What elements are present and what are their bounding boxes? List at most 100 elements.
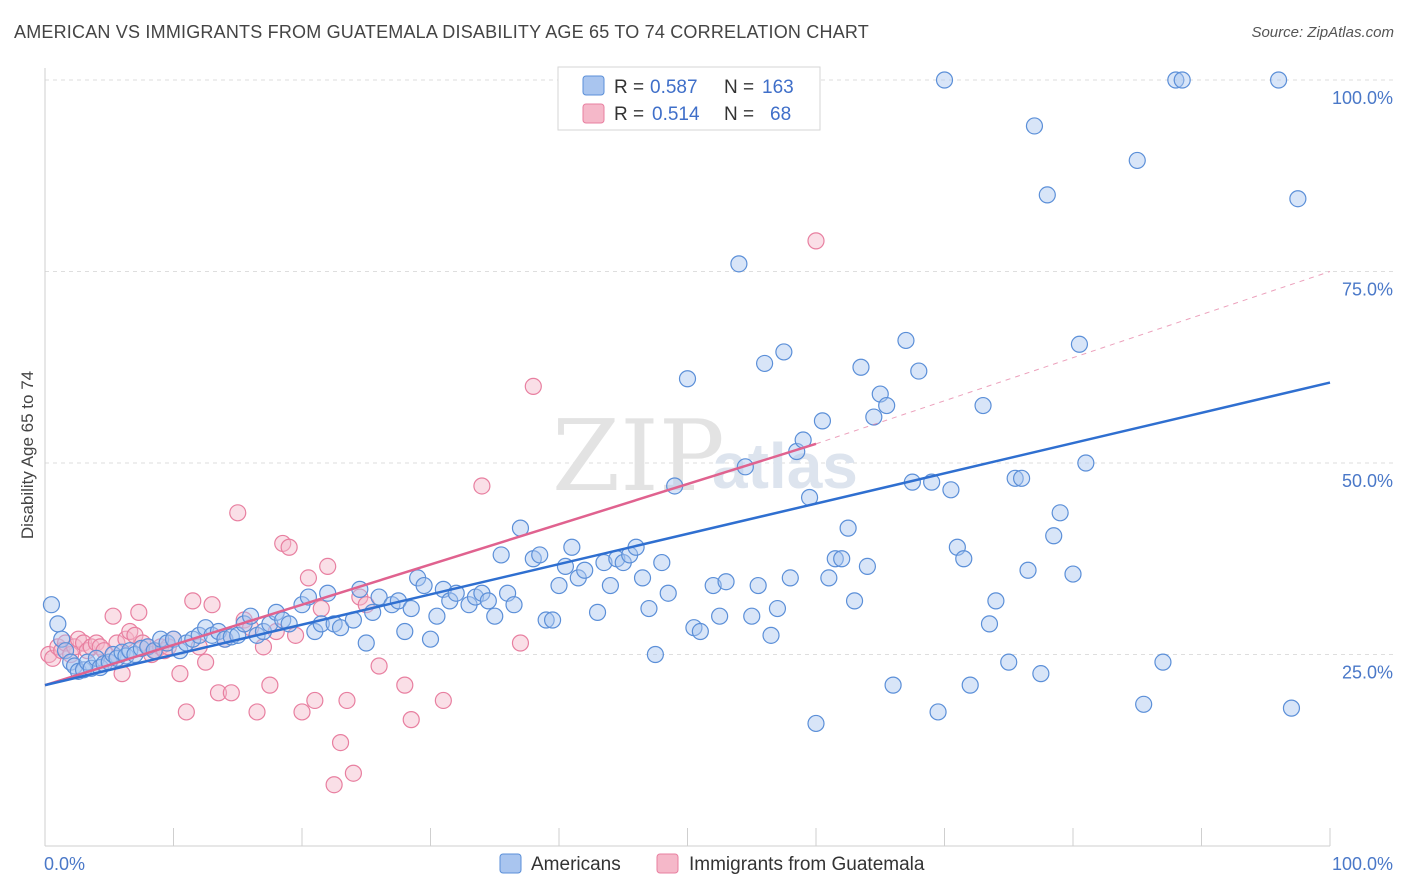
americans-point-159 xyxy=(1269,71,1288,89)
americans-point-61 xyxy=(415,576,433,595)
immigrants-point-32 xyxy=(184,592,202,610)
americans-point-63 xyxy=(428,607,446,625)
trend-lines xyxy=(44,271,1331,687)
stats-n-value-1: 163 xyxy=(762,77,794,98)
americans-point-139 xyxy=(974,396,992,415)
americans-point-127 xyxy=(878,396,896,415)
americans-point-103 xyxy=(717,573,735,591)
grid xyxy=(45,79,1394,655)
americans-point-110 xyxy=(768,599,787,618)
americans-point-20 xyxy=(132,639,150,657)
americans-point-128 xyxy=(884,676,902,694)
americans-point-145 xyxy=(1019,561,1037,579)
axes xyxy=(44,68,1331,847)
americans-point-92 xyxy=(633,569,652,587)
y-tick-label-0: 25.0% xyxy=(1342,663,1393,683)
watermark-atlas: atlas xyxy=(712,430,858,502)
americans-point-147 xyxy=(1032,665,1050,683)
americans-point-94 xyxy=(646,645,664,664)
americans-point-148 xyxy=(1038,186,1056,204)
americans-point-53 xyxy=(357,634,375,652)
immigrants-point-57 xyxy=(344,764,362,782)
americans-point-107 xyxy=(749,576,767,595)
americans-point-116 xyxy=(807,714,825,733)
stats-n-value-2: 68 xyxy=(770,104,791,125)
americans-point-146 xyxy=(1025,117,1044,135)
stats-r-label-1: R = xyxy=(614,77,644,98)
immigrants-point-35 xyxy=(203,596,221,614)
americans-point-58 xyxy=(396,622,414,641)
immigrants-trend-extension xyxy=(815,271,1331,445)
immigrants-point-54 xyxy=(325,776,343,794)
immigrants-point-38 xyxy=(222,684,240,702)
americans-point-80 xyxy=(550,576,568,595)
immigrants-point-67 xyxy=(807,232,825,250)
americans-point-50 xyxy=(331,619,350,637)
immigrants-point-52 xyxy=(312,599,330,618)
americans-point-119 xyxy=(826,550,844,568)
americans-point-72 xyxy=(492,546,510,564)
immigrants-point-51 xyxy=(306,691,324,710)
immigrants-point-21 xyxy=(130,603,148,621)
x-tick-label-0: 0.0% xyxy=(44,854,85,874)
immigrants-point-34 xyxy=(197,653,215,671)
americans-point-129 xyxy=(897,331,915,350)
americans-point-143 xyxy=(1006,469,1024,487)
americans-point-82 xyxy=(563,538,581,556)
americans-point-62 xyxy=(421,630,440,648)
source-label: Source: ZipAtlas.com xyxy=(1251,24,1394,41)
immigrants-point-56 xyxy=(338,691,356,710)
americans-point-79 xyxy=(543,611,562,629)
americans-point-1 xyxy=(49,615,67,633)
americans-point-85 xyxy=(588,603,607,621)
immigrants-point-17 xyxy=(113,665,131,683)
immigrants-point-50 xyxy=(299,569,318,587)
stats-n-label-2: N = xyxy=(724,104,754,125)
legend-label-immigrants: Immigrants from Guatemala xyxy=(689,854,925,875)
americans-point-160 xyxy=(1282,699,1301,717)
americans-point-108 xyxy=(755,354,774,373)
immigrants-point-31 xyxy=(177,703,195,721)
americans-point-0 xyxy=(42,596,61,614)
americans-point-151 xyxy=(1064,565,1082,583)
immigrants-point-62 xyxy=(402,711,420,729)
americans-point-70 xyxy=(479,592,497,610)
americans-point-121 xyxy=(839,519,857,537)
americans-point-152 xyxy=(1070,335,1089,353)
immigrants-trend-line xyxy=(44,442,817,687)
americans-point-78 xyxy=(537,611,555,629)
americans-point-142 xyxy=(1000,653,1018,671)
legend-label-americans: Americans xyxy=(531,854,621,875)
watermark-zip: ZIP xyxy=(552,400,725,514)
immigrants-point-60 xyxy=(370,657,388,675)
americans-point-144 xyxy=(1012,469,1031,487)
americans-point-123 xyxy=(852,358,870,376)
immigrants-point-61 xyxy=(396,676,414,694)
immigrants-point-53 xyxy=(319,557,337,576)
immigrants-point-47 xyxy=(280,538,298,556)
americans-point-95 xyxy=(653,553,671,572)
stats-r-value-1: 0.587 xyxy=(650,77,698,98)
americans-point-158 xyxy=(1173,71,1191,89)
americans-point-55 xyxy=(370,588,388,606)
americans-point-96 xyxy=(659,584,677,602)
americans-point-109 xyxy=(762,626,780,644)
stats-swatch-blue xyxy=(582,75,605,96)
americans-point-111 xyxy=(775,343,793,361)
y-tick-label-1: 50.0% xyxy=(1342,471,1393,491)
americans-point-134 xyxy=(935,71,954,89)
americans-point-100 xyxy=(691,622,709,641)
americans-point-93 xyxy=(640,599,658,618)
americans-point-104 xyxy=(730,255,748,273)
immigrants-point-55 xyxy=(331,733,350,752)
immigrants-point-63 xyxy=(434,691,452,710)
americans-point-118 xyxy=(820,569,838,587)
immigrants-point-15 xyxy=(104,607,122,625)
americans-point-135 xyxy=(942,481,960,499)
series-legend: Americans Immigrants from Guatemala xyxy=(499,853,925,875)
x-tick-label-1: 100.0% xyxy=(1332,854,1393,874)
immigrants-point-39 xyxy=(229,504,247,522)
americans-point-157 xyxy=(1167,71,1185,89)
immigrants-point-42 xyxy=(248,703,266,721)
americans-point-120 xyxy=(833,550,851,568)
